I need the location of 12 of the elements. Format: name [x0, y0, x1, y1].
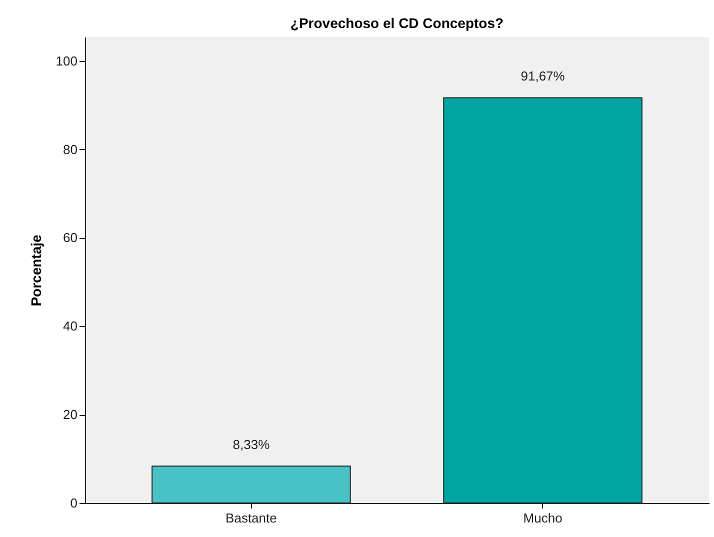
y-tick-label: 80 [63, 142, 78, 157]
y-tick-label: 100 [56, 53, 78, 68]
data-label: 91,67% [520, 68, 566, 84]
y-tick-label: 0 [70, 496, 78, 510]
x-tick-label: Mucho [523, 510, 562, 526]
data-label: 8,33% [232, 437, 270, 452]
y-tick-label: 40 [63, 318, 78, 334]
y-axis-title: Porcentaje [28, 234, 44, 306]
y-tick-label: 60 [63, 230, 78, 246]
chart-title: ¿Provechoso el CD Conceptos? [290, 15, 504, 31]
y-tick-label: 20 [63, 407, 78, 422]
x-tick-label: Bastante [226, 510, 277, 526]
